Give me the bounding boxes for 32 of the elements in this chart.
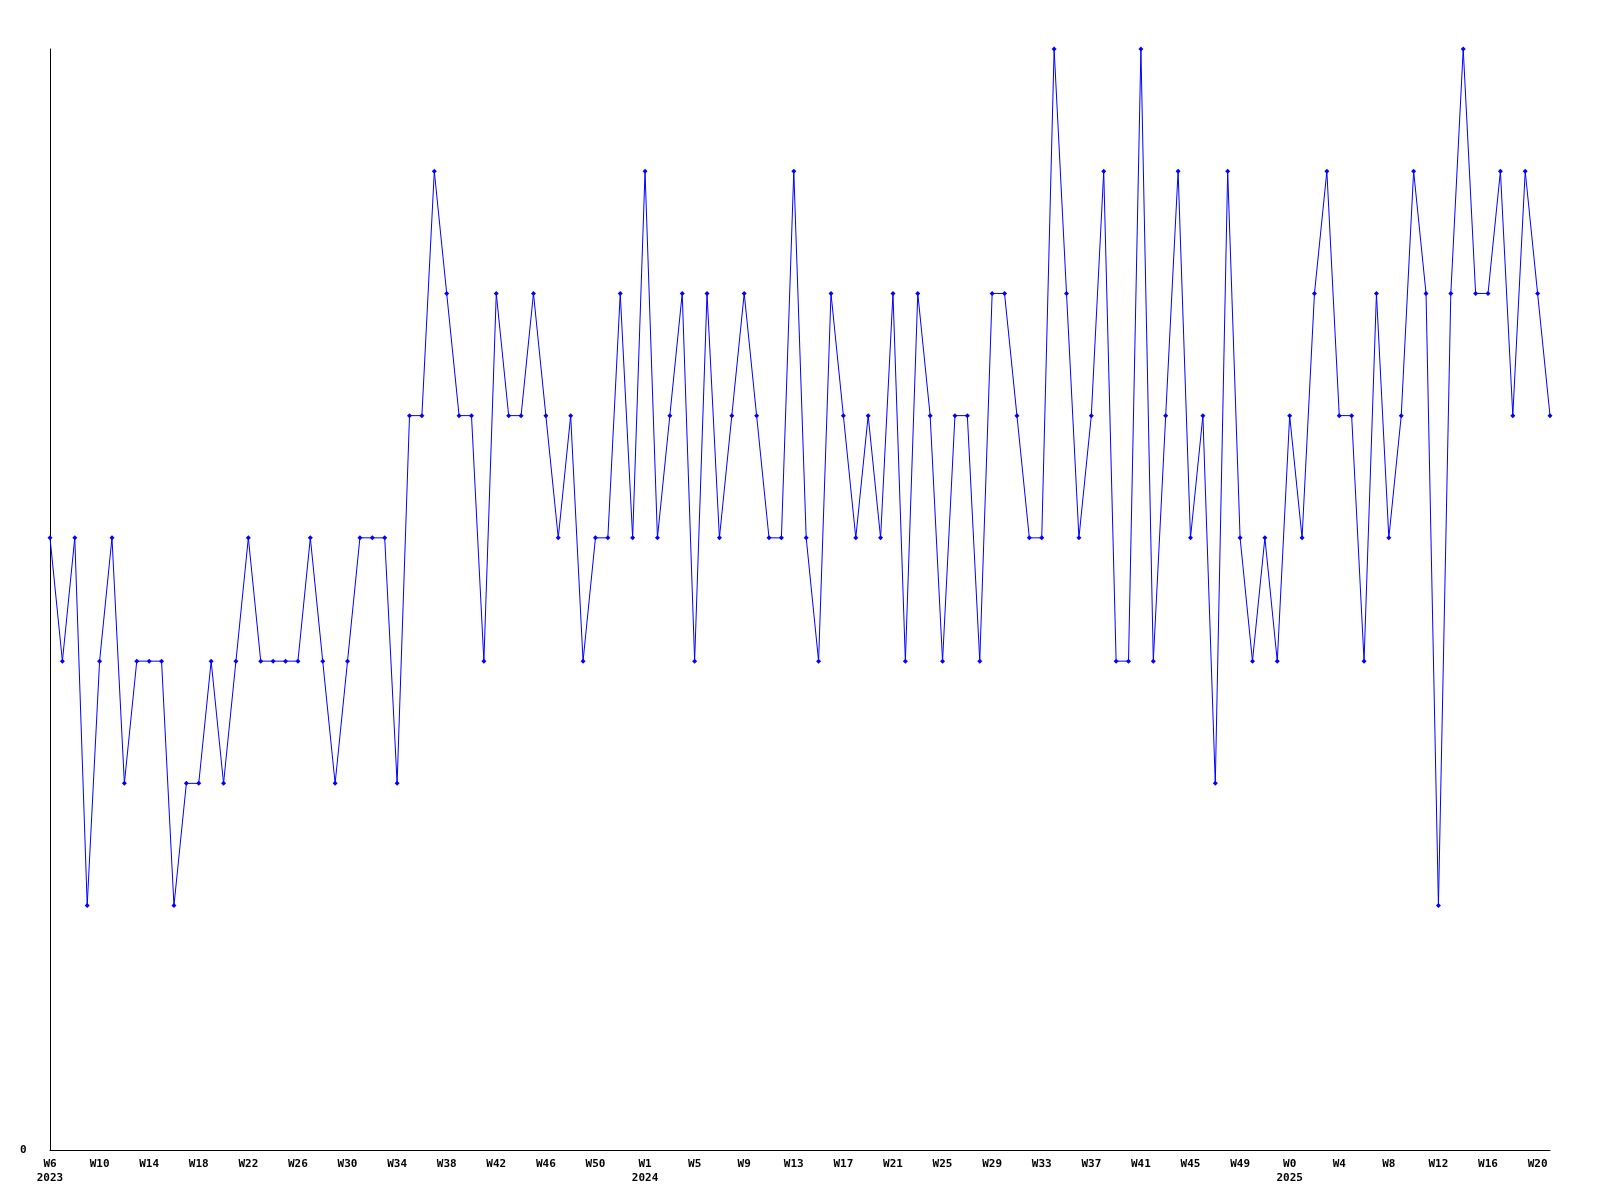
x-tick-label: W41 xyxy=(1130,1156,1152,1170)
x-tick-label: W5 xyxy=(688,1156,702,1170)
x-tick-label: W6 2023 xyxy=(36,1156,64,1184)
x-tick-label: W49 xyxy=(1230,1156,1251,1170)
x-tick-label: W42 xyxy=(486,1156,507,1170)
x-tick-label: W8 xyxy=(1382,1156,1396,1170)
x-tick-label: W0 2025 xyxy=(1276,1156,1303,1184)
x-tick-label: W25 xyxy=(932,1156,953,1170)
x-tick-label: W9 xyxy=(737,1156,751,1170)
x-tick-label: W21 xyxy=(883,1156,904,1170)
x-tick-label: W13 xyxy=(783,1156,804,1170)
x-tick-label: W26 xyxy=(288,1156,309,1170)
x-tick-label: W38 xyxy=(436,1156,457,1170)
x-tick-label: W18 xyxy=(188,1156,209,1170)
x-tick-label: W30 xyxy=(337,1156,358,1170)
x-tick-label: W37 xyxy=(1081,1156,1102,1170)
x-tick-label: W17 xyxy=(833,1156,854,1170)
x-tick-label: W10 xyxy=(89,1156,110,1170)
x-tick-label: W46 xyxy=(535,1156,557,1170)
x-tick-label: W14 xyxy=(139,1156,160,1170)
x-tick-label: W45 xyxy=(1180,1156,1201,1170)
x-tick-label: W12 xyxy=(1428,1156,1449,1170)
x-tick-label: W29 xyxy=(982,1156,1003,1170)
x-tick-label: W4 xyxy=(1332,1156,1347,1170)
x-tick-label: W33 xyxy=(1031,1156,1052,1170)
x-tick-label: W22 xyxy=(238,1156,259,1170)
x-tick-label: W16 xyxy=(1478,1156,1499,1170)
x-tick-label: W1 2024 xyxy=(631,1156,659,1184)
text: 0 xyxy=(20,1143,27,1156)
x-tick-label: W34 xyxy=(387,1156,408,1170)
x-tick-label: W50 xyxy=(585,1156,606,1170)
x-tick-label: W20 xyxy=(1527,1156,1548,1170)
